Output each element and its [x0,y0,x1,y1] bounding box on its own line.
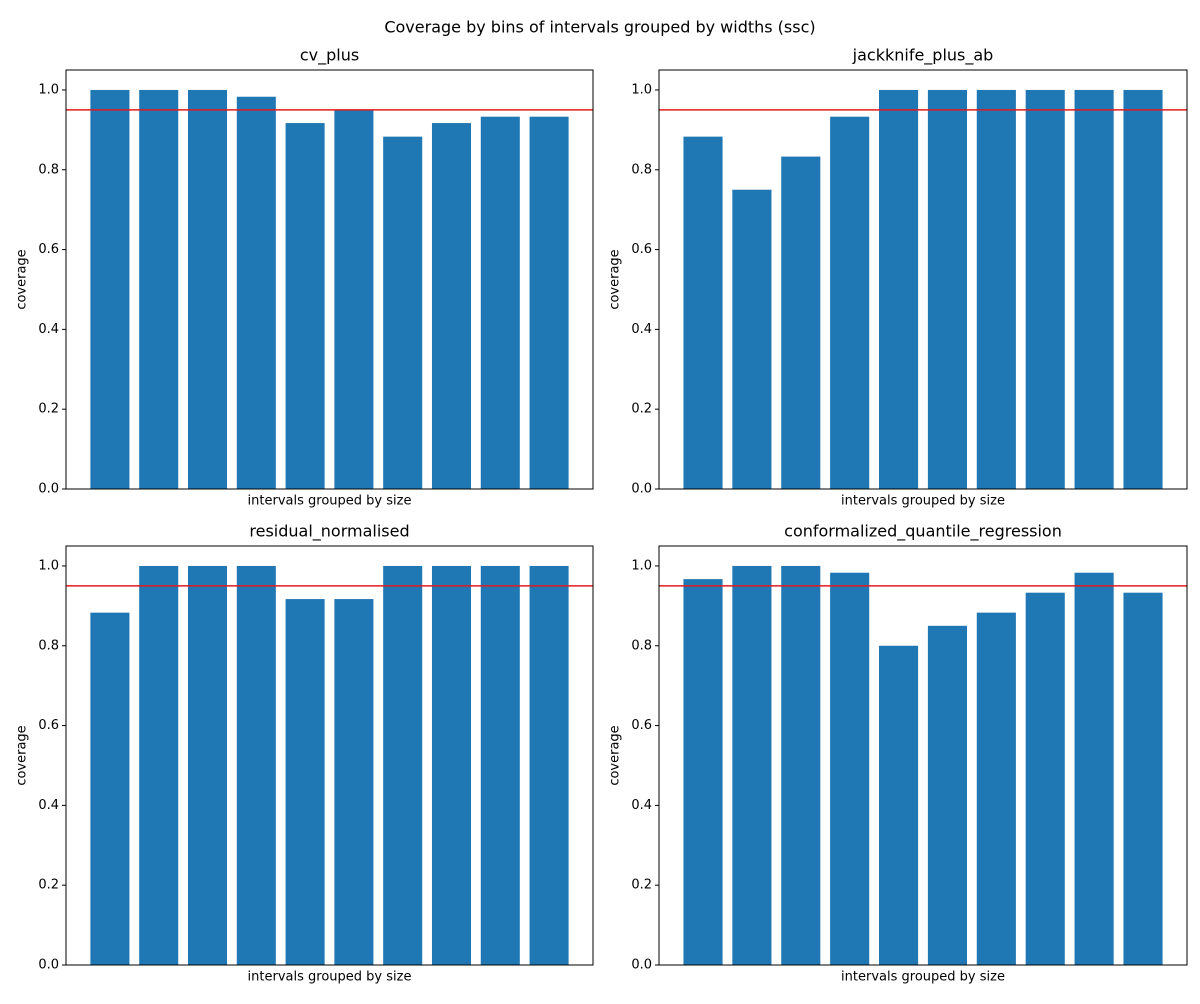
y-axis-label: coverage [608,725,623,785]
y-tick-label: 0.8 [38,638,59,653]
y-tick-label: 0.8 [631,162,652,177]
bar [781,156,821,490]
bar [732,565,772,965]
y-tick-label: 0.0 [38,958,59,973]
bar [879,645,919,965]
bar [187,565,228,965]
y-tick-label: 0.2 [631,878,652,893]
bar [927,89,967,489]
axes-frame [658,69,1188,490]
bar [529,565,569,965]
bar [187,89,228,489]
y-tick-label: 0.6 [631,718,652,733]
bar [830,116,870,489]
bar [976,612,1016,965]
y-tick-label: 0.4 [38,798,59,813]
axes-frame [65,69,594,490]
y-tick-label: 0.4 [631,322,652,337]
y-tick-label: 0.4 [38,322,59,337]
bar [236,96,276,489]
bar [976,89,1016,489]
y-tick-label: 0.4 [631,798,652,813]
bar [139,565,179,965]
bar [732,189,772,489]
axes-frame [658,545,1188,966]
y-tick-label: 0.8 [631,638,652,653]
y-axis-label: coverage [15,725,30,785]
y-tick-label: 1.0 [38,558,59,573]
subplot-title: cv_plus [300,46,359,66]
bar [90,89,130,489]
y-tick-label: 0.6 [38,242,59,257]
bar [1123,89,1163,489]
bar [383,136,423,490]
bar [480,565,520,965]
y-tick-label: 0.0 [38,482,59,497]
x-axis-label: intervals grouped by size [248,970,412,985]
bar [1074,572,1114,965]
subplot-title: conformalized_quantile_regression [784,522,1062,542]
bar [431,565,472,965]
bar [285,599,325,965]
x-axis-label: intervals grouped by size [248,494,412,509]
y-tick-label: 0.2 [38,402,59,417]
subplot-title: residual_normalised [249,522,409,542]
bar [334,599,374,965]
bar [927,625,967,965]
bar [879,89,919,489]
y-tick-label: 1.0 [38,82,59,97]
bar [1025,592,1065,965]
x-axis-label: intervals grouped by size [841,970,1005,985]
bar [683,136,723,490]
bar [1074,89,1114,489]
bar [285,123,325,489]
bar [236,565,276,965]
y-tick-label: 0.6 [631,242,652,257]
bar [1123,592,1163,965]
bar [683,579,723,965]
subplot-title: jackknife_plus_ab [852,46,994,66]
y-tick-label: 1.0 [631,558,652,573]
y-tick-label: 0.2 [631,402,652,417]
x-axis-label: intervals grouped by size [841,494,1005,509]
bar [90,612,130,965]
y-tick-label: 0.6 [38,718,59,733]
bar [383,565,423,965]
bar [431,123,472,489]
y-tick-label: 0.0 [631,482,652,497]
bar [1025,89,1065,489]
bar [139,89,179,489]
y-tick-label: 0.8 [38,162,59,177]
bar [334,109,374,490]
figure-title: Coverage by bins of intervals grouped by… [384,18,815,37]
y-tick-label: 0.2 [38,878,59,893]
y-tick-label: 0.0 [631,958,652,973]
bar [830,572,870,965]
bar [480,116,520,489]
bar [529,116,569,489]
y-axis-label: coverage [15,249,30,309]
y-tick-label: 1.0 [631,82,652,97]
axes-frame [65,545,594,966]
bar [781,565,821,965]
y-axis-label: coverage [608,249,623,309]
